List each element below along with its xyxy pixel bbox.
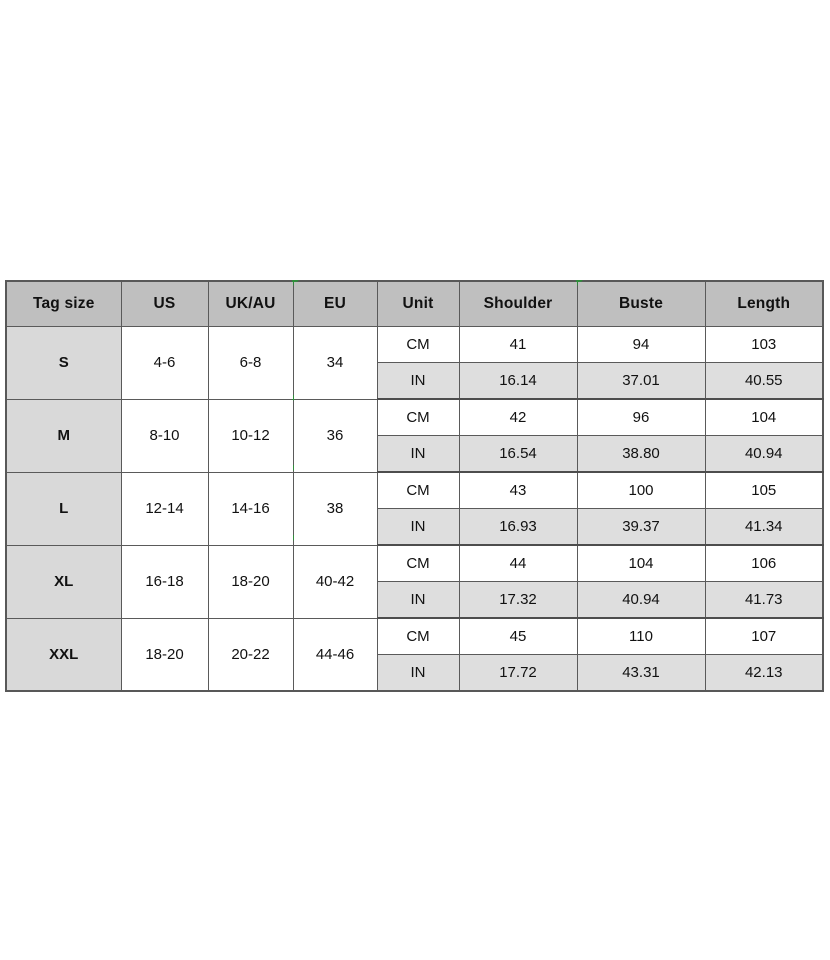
table-row: S 4-6 6-8 34 CM 41 94 103 (5, 326, 824, 400)
cell-unit: IN (376, 654, 460, 692)
table-row: XL 16-18 18-20 40-42 CM 44 104 106 (5, 544, 824, 619)
cell-buste: 40.94 (576, 581, 706, 619)
cell-buste: 39.37 (576, 508, 706, 546)
table-header: Tag size US UK/AU EU Unit Shoulder Buste… (5, 280, 824, 327)
table-row: M 8-10 10-12 36 CM 42 96 104 (5, 398, 824, 473)
cell-unit: IN (376, 581, 460, 619)
column-header-tag-size: Tag size (5, 280, 122, 327)
cell-buste: 43.31 (576, 654, 706, 692)
cell-us: 8-10 (120, 398, 209, 473)
cell-eu: 40-42 (292, 544, 378, 619)
cell-eu: 44-46 (292, 617, 378, 692)
table-row: IN 16.93 39.37 41.34 (6, 508, 824, 546)
cell-shoulder: 42 (458, 398, 578, 436)
cell-buste: 96 (576, 398, 706, 436)
cell-unit: IN (376, 508, 460, 546)
column-header-eu: EU (292, 280, 378, 327)
cell-shoulder: 45 (458, 617, 578, 655)
cell-uk-au: 6-8 (207, 326, 294, 400)
table-row: IN 17.72 43.31 42.13 (6, 654, 824, 692)
cell-tag-size: XL (5, 544, 122, 619)
cell-length: 106 (704, 544, 824, 582)
cell-unit: CM (376, 398, 460, 436)
cell-length: 105 (704, 471, 824, 509)
cell-tag-size: L (5, 471, 122, 546)
cell-buste: 38.80 (576, 435, 706, 473)
cell-eu: 36 (292, 398, 378, 473)
column-header-unit: Unit (376, 280, 460, 327)
cell-unit: IN (376, 435, 460, 473)
column-header-us: US (120, 280, 209, 327)
cell-uk-au: 20-22 (207, 617, 294, 692)
cell-shoulder: 17.32 (458, 581, 578, 619)
cell-length: 107 (704, 617, 824, 655)
cell-unit: CM (376, 544, 460, 582)
cell-shoulder: 16.54 (458, 435, 578, 473)
cell-unit: CM (376, 617, 460, 655)
size-chart-container: Tag size US UK/AU EU Unit Shoulder Buste… (5, 280, 824, 692)
cell-shoulder: 43 (458, 471, 578, 509)
cell-tag-size: M (5, 398, 122, 473)
cell-length: 41.73 (704, 581, 824, 619)
cell-us: 12-14 (120, 471, 209, 546)
cell-us: 18-20 (120, 617, 209, 692)
cell-buste: 94 (576, 326, 706, 363)
cell-length: 42.13 (704, 654, 824, 692)
table-row: XXL 18-20 20-22 44-46 CM 45 110 107 (5, 617, 824, 692)
cell-shoulder: 16.14 (458, 362, 578, 400)
size-chart-table: Tag size US UK/AU EU Unit Shoulder Buste… (5, 280, 824, 692)
cell-buste: 37.01 (576, 362, 706, 400)
cell-shoulder: 16.93 (458, 508, 578, 546)
cell-us: 4-6 (120, 326, 209, 400)
cell-us: 16-18 (120, 544, 209, 619)
cell-uk-au: 10-12 (207, 398, 294, 473)
column-header-buste: Buste (576, 280, 706, 327)
cell-uk-au: 18-20 (207, 544, 294, 619)
table-row: L 12-14 14-16 38 CM 43 100 105 (5, 471, 824, 546)
cell-length: 40.94 (704, 435, 824, 473)
table-row: IN 16.14 37.01 40.55 (6, 362, 824, 400)
column-header-shoulder: Shoulder (458, 280, 578, 327)
cell-buste: 104 (576, 544, 706, 582)
cell-buste: 100 (576, 471, 706, 509)
cell-length: 104 (704, 398, 824, 436)
column-header-uk-au: UK/AU (207, 280, 294, 327)
cell-length: 41.34 (704, 508, 824, 546)
table-row: IN 16.54 38.80 40.94 (6, 435, 824, 473)
cell-length: 40.55 (704, 362, 824, 400)
cell-shoulder: 44 (458, 544, 578, 582)
cell-shoulder: 41 (458, 326, 578, 363)
table-row: IN 17.32 40.94 41.73 (6, 581, 824, 619)
table-body: S 4-6 6-8 34 CM 41 94 103 IN 16.14 37.01… (5, 326, 824, 692)
cell-uk-au: 14-16 (207, 471, 294, 546)
cell-unit: CM (376, 326, 460, 363)
cell-eu: 38 (292, 471, 378, 546)
cell-tag-size: S (5, 326, 122, 400)
cell-buste: 110 (576, 617, 706, 655)
cell-eu: 34 (292, 326, 378, 400)
column-header-length: Length (704, 280, 824, 327)
header-row: Tag size US UK/AU EU Unit Shoulder Buste… (5, 280, 824, 327)
cell-tag-size: XXL (5, 617, 122, 692)
cell-length: 103 (704, 326, 824, 363)
cell-unit: IN (376, 362, 460, 400)
cell-unit: CM (376, 471, 460, 509)
cell-shoulder: 17.72 (458, 654, 578, 692)
